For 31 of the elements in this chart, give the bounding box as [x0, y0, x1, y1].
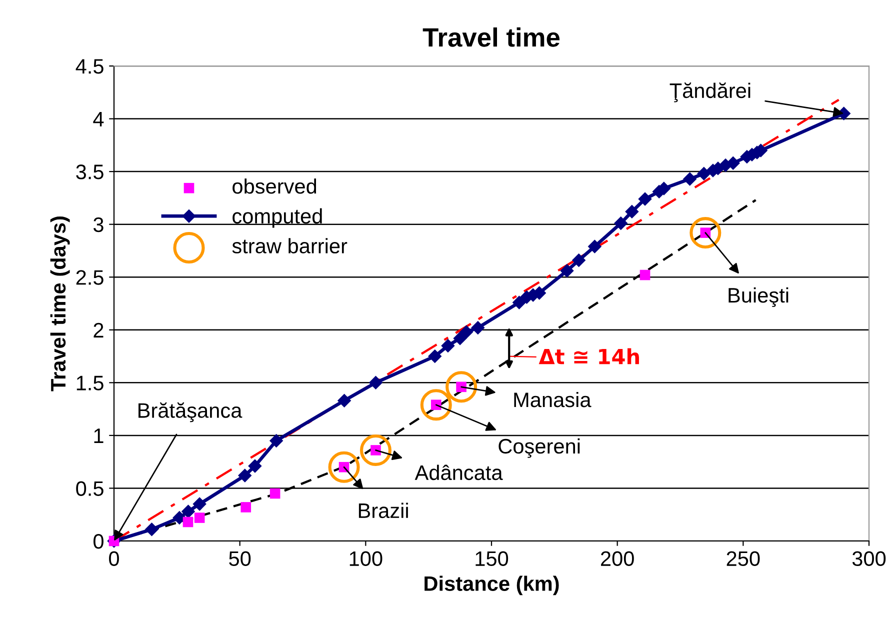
legend-label: observed [232, 178, 316, 194]
x-tick-label: 100 [350, 551, 382, 566]
y-tick-label: 3.5 [76, 164, 104, 180]
annotation: Coşereni [498, 438, 580, 458]
y-tick-label: 3 [93, 217, 104, 232]
annotation: Ţăndărei [670, 82, 750, 102]
y-tick-label: 2 [94, 322, 104, 338]
x-tick-label: 150 [476, 551, 508, 566]
y-axis-title: Travel time (days) [50, 216, 70, 392]
annotation: Brazii [358, 502, 408, 518]
x-tick-label: 0 [109, 551, 119, 566]
y-tick-label: 4 [93, 112, 104, 126]
annotation: Buieşti [728, 287, 788, 307]
x-axis-title: Distance (km) [424, 576, 559, 596]
legend-label: straw barrier [232, 238, 348, 254]
y-tick-label: 1.5 [76, 376, 104, 390]
x-tick-label: 300 [852, 551, 886, 566]
x-tick-label: 250 [726, 551, 760, 566]
y-tick-label: 4.5 [76, 59, 104, 74]
annotation: Manasia [514, 392, 592, 408]
x-tick-label: 200 [601, 551, 634, 566]
legend-label: computed [232, 208, 322, 228]
y-tick-label: 1 [94, 428, 104, 443]
y-tick-label: 2.5 [76, 270, 104, 285]
x-tick-label: 50 [229, 551, 251, 566]
annotation: Δt ≅ 14h [538, 348, 639, 364]
annotation: Brătăşanca [138, 402, 242, 422]
annotation: Adâncata [414, 464, 503, 480]
y-tick-label: 0 [94, 534, 104, 549]
chart-title: Travel time [422, 27, 560, 47]
y-tick-label: 0.5 [76, 481, 104, 496]
